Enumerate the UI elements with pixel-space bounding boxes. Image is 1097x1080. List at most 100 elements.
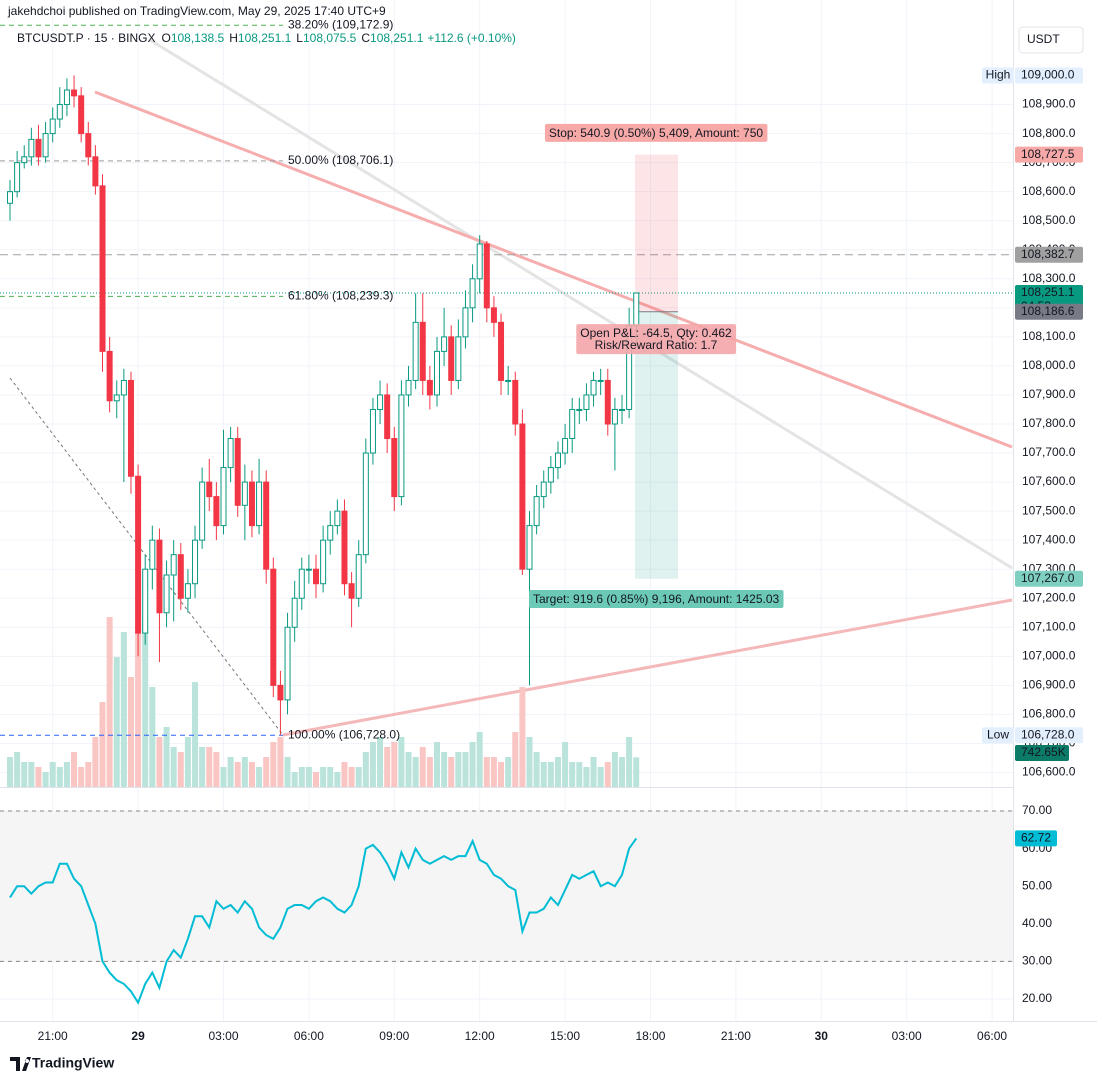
- logo[interactable]: TradingView: [10, 1055, 114, 1071]
- candle-body: [554, 452, 561, 469]
- candle-body: [490, 307, 497, 323]
- x-tick-label: 30: [815, 1029, 829, 1043]
- volume-bar: [576, 762, 583, 787]
- candle-body: [277, 684, 284, 701]
- candle-body: [547, 467, 554, 483]
- candle-body: [433, 350, 440, 396]
- legend-item: O: [161, 31, 170, 45]
- candle-body: [583, 394, 590, 410]
- volume-bar: [71, 752, 78, 787]
- trend-line: [9, 377, 284, 736]
- price-marker-name-box: [982, 727, 1014, 744]
- y-tick-label: 107,600.0: [1022, 474, 1076, 488]
- logo-text[interactable]: TradingView: [32, 1055, 114, 1071]
- y-tick-label: 50.00: [1022, 878, 1052, 892]
- candle-body: [42, 133, 49, 158]
- volume-bar: [412, 757, 419, 787]
- currency[interactable]: USDT: [1027, 32, 1060, 46]
- volume-bar: [256, 767, 263, 787]
- candle-body: [177, 554, 184, 599]
- y-tick-label: 107,700.0: [1022, 445, 1076, 459]
- volume-bar: [199, 747, 206, 787]
- candle-body: [562, 438, 569, 454]
- volume-bar: [78, 767, 85, 787]
- rsi-value-label: 62.72: [1021, 831, 1051, 845]
- candle-body: [298, 568, 305, 599]
- y-tick-label: 106,800.0: [1022, 707, 1076, 721]
- volume-bar: [56, 767, 63, 787]
- volume-bar: [120, 632, 127, 787]
- price-marker-name: Low: [987, 727, 1009, 741]
- volume-bar: [21, 762, 28, 787]
- candle-body: [391, 438, 398, 498]
- volume-bar: [597, 767, 604, 787]
- axes: 21:00 29 03:00 06:00 09:00 12:00 15:00 18:00 21:…: [38, 67, 1083, 1043]
- y-tick-label: 108,300.0: [1022, 271, 1076, 285]
- price-pane: 38.20% (109,172.9) 50.00% (108,706.1) 61.8…: [0, 17, 1013, 787]
- candle-body: [256, 481, 263, 527]
- volume-bar: [441, 752, 448, 787]
- volume-bar: [149, 687, 156, 787]
- volume-bar: [313, 772, 320, 787]
- candle-body: [540, 481, 547, 498]
- volume-bar: [405, 752, 412, 787]
- price-marker-label: 106,728.0: [1021, 727, 1075, 741]
- volume-marker: [1015, 745, 1069, 761]
- volume-bar: [569, 762, 576, 787]
- candle-body: [476, 243, 483, 280]
- candle-body: [234, 438, 241, 506]
- candle-body: [405, 379, 412, 396]
- x-tick-label: 21:00: [38, 1029, 68, 1043]
- volume-bar: [384, 747, 391, 787]
- fib-label: 61.80% (108,239.3): [288, 289, 393, 303]
- volume-bar: [512, 732, 519, 787]
- volume-bar: [320, 767, 327, 787]
- candle-body: [483, 243, 490, 309]
- volume-bar: [85, 762, 92, 787]
- volume-bar: [455, 752, 462, 787]
- y-tick-label: 107,200.0: [1022, 590, 1076, 604]
- price-marker-name: High: [986, 68, 1011, 82]
- candle-body: [448, 336, 455, 381]
- candle-body: [21, 156, 28, 164]
- position-label-box: [529, 589, 784, 608]
- volume-bar: [248, 762, 255, 787]
- currency-box[interactable]: [1018, 26, 1084, 54]
- volume-bar: [490, 757, 497, 787]
- volume-bar: [562, 742, 569, 787]
- position-label-box: [544, 123, 768, 142]
- candle-body: [597, 379, 604, 382]
- price-marker: [1015, 570, 1083, 587]
- volume-bar: [369, 742, 376, 787]
- candle-body: [156, 539, 163, 614]
- candle-body: [320, 539, 327, 585]
- candle-body: [113, 394, 120, 402]
- legend-item: C: [361, 31, 370, 45]
- volume-bar: [619, 757, 626, 787]
- candle-body: [604, 379, 611, 425]
- x-tick-label: 06:00: [977, 1029, 1007, 1043]
- candle-body: [184, 583, 191, 599]
- stop-zone: [635, 154, 678, 312]
- volume-bar: [227, 757, 234, 787]
- volume-bar: [156, 737, 163, 787]
- trend-line: [149, 38, 1013, 570]
- rsi-band: [0, 811, 1013, 962]
- volume-bar: [533, 752, 540, 787]
- volume-bar: [604, 762, 611, 787]
- x-tick-label: 03:00: [208, 1029, 238, 1043]
- volume-bar: [433, 742, 440, 787]
- volume-bar: [177, 752, 184, 787]
- candle-body: [569, 408, 576, 440]
- candle-body: [163, 574, 170, 614]
- candle-body: [519, 423, 526, 570]
- rsi-value-box: [1015, 830, 1057, 847]
- volume-bar: [519, 687, 526, 787]
- price-marker-label: 108,382.7: [1021, 247, 1075, 261]
- volume-bar: [462, 752, 469, 787]
- volume-bar: [348, 767, 355, 787]
- candle-body: [348, 583, 355, 599]
- volume-bar: [28, 762, 35, 787]
- candle-body: [106, 350, 113, 402]
